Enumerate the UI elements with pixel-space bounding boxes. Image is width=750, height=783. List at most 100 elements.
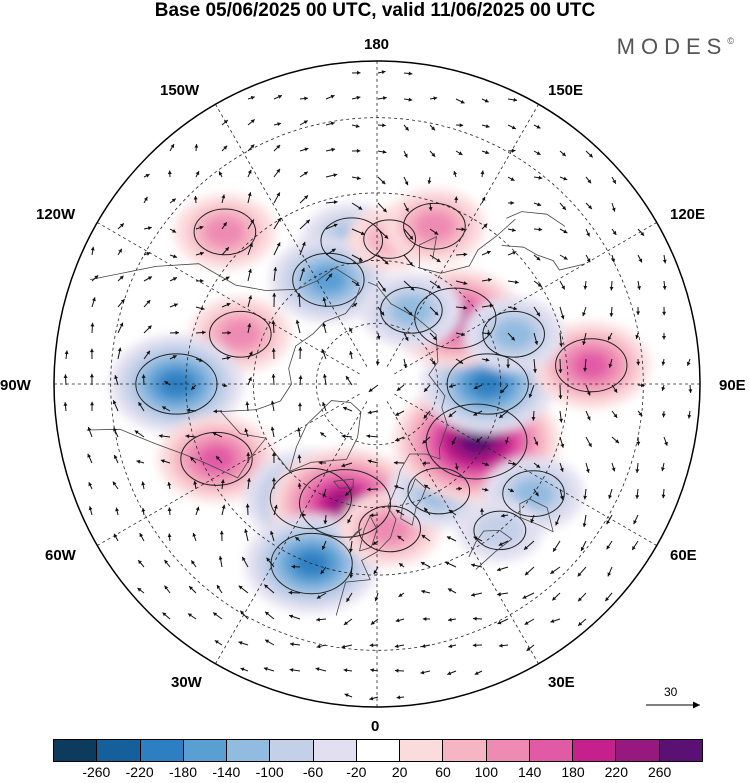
- wind-vector-head: [480, 508, 484, 512]
- wind-vector-head: [662, 259, 667, 264]
- wind-vector-head: [120, 299, 125, 303]
- wind-vector-head: [200, 278, 204, 283]
- wind-vector-head: [463, 305, 468, 310]
- wind-vector-head: [322, 297, 327, 302]
- wind-vector-head: [636, 311, 641, 315]
- coastline-12: [519, 498, 554, 533]
- wind-vector-head: [291, 564, 295, 569]
- colorbar-segment-12: [573, 740, 617, 761]
- wind-vector-head: [227, 330, 231, 335]
- wind-vector-head: [213, 612, 218, 617]
- wind-vector-head: [563, 229, 568, 234]
- wind-vector-head: [585, 468, 590, 473]
- wind-vector-head: [216, 456, 220, 460]
- wind-vector-head: [315, 667, 320, 672]
- colorbar-tick-label: -60: [302, 764, 324, 780]
- wind-vector-head: [113, 427, 117, 432]
- wind-vector-head: [278, 95, 282, 99]
- wind-vector-head: [277, 122, 282, 126]
- wind-vector-head: [170, 144, 174, 148]
- latitude-circle-75: [315, 322, 439, 446]
- wind-vector-head: [356, 95, 361, 100]
- wind-vector-head: [172, 277, 177, 281]
- wind-vector-head: [321, 545, 326, 550]
- colorbar-tick-label: 140: [517, 764, 542, 780]
- wind-vector-head: [447, 671, 452, 675]
- wind-vector-head: [188, 613, 192, 618]
- wind-vector-head: [635, 334, 640, 339]
- wind-vector-head: [172, 229, 177, 233]
- wind-vector-head: [141, 374, 146, 378]
- meridian-150: [386, 104, 539, 367]
- wind-vector-head: [487, 278, 492, 282]
- wind-vector-head: [333, 223, 338, 228]
- wind-vector-head: [524, 545, 528, 550]
- wind-vector-head: [115, 507, 119, 512]
- wind-vector-head: [396, 695, 401, 700]
- wind-vector-head: [301, 267, 305, 272]
- wind-vector-head: [248, 268, 252, 273]
- lon-label-150w: 150W: [160, 82, 200, 99]
- map-title: Base 05/06/2025 00 UTC, valid 11/06/2025…: [154, 0, 596, 21]
- wind-vector-head: [459, 123, 464, 128]
- wind-vector-head: [528, 393, 533, 398]
- wind-vector-head: [499, 414, 504, 418]
- wind-vector-head: [276, 168, 280, 173]
- wind-vector-head: [448, 617, 452, 622]
- wind-vector-head: [343, 621, 348, 625]
- lon-label-30w: 30W: [171, 674, 202, 691]
- wind-vector-head: [221, 194, 226, 199]
- wind-vector-head: [238, 641, 243, 645]
- wind-vector-head: [513, 97, 518, 102]
- wind-vector-head: [171, 198, 176, 203]
- wind-vector-head: [530, 518, 535, 523]
- wind-vector-head: [250, 96, 255, 100]
- wind-vector-head: [537, 283, 542, 287]
- wind-vector-head: [355, 124, 360, 128]
- wind-vector-head: [343, 406, 347, 411]
- wind-vector-head: [288, 590, 293, 595]
- contour-0: [320, 217, 384, 265]
- wind-vector-head: [421, 534, 426, 539]
- wind-vector-head: [353, 303, 357, 307]
- wind-vector-head: [396, 387, 401, 391]
- anomaly-positive-3-band-2: [413, 210, 456, 242]
- wind-vector-head: [534, 492, 539, 497]
- wind-vector-head: [471, 563, 475, 568]
- wind-vector-head: [461, 332, 465, 337]
- wind-vector-head: [88, 506, 93, 511]
- wind-vector-head: [248, 295, 253, 300]
- wind-vector-head: [559, 467, 564, 472]
- lon-label-0: 0: [371, 718, 380, 735]
- wind-vector-head: [613, 413, 618, 418]
- polar-map: [53, 60, 701, 709]
- wind-vector-head: [473, 536, 478, 541]
- wind-vector-head: [500, 389, 505, 394]
- wind-vector-head: [225, 247, 229, 252]
- contour-20: [473, 510, 527, 551]
- wind-vector-head: [357, 70, 361, 75]
- wind-vector-head: [323, 520, 328, 525]
- wind-vector-head: [88, 482, 93, 487]
- wind-vector-head: [382, 208, 387, 213]
- coastline-9: [506, 211, 566, 227]
- wind-vector-head: [448, 413, 453, 418]
- coastline-10: [501, 245, 586, 271]
- wind-vector-head: [611, 207, 616, 212]
- wind-vector-head: [422, 439, 427, 444]
- wind-vector-head: [498, 643, 503, 648]
- wind-vector-head: [403, 364, 408, 368]
- wind-vector-head: [346, 597, 350, 602]
- wind-vector-head: [322, 493, 327, 498]
- wind-vector-head: [583, 285, 588, 290]
- wind-vector-head: [476, 438, 481, 443]
- wind-vector-head: [688, 389, 693, 393]
- contour-4: [193, 208, 257, 256]
- wind-vector-head: [511, 336, 515, 341]
- wind-vector-head: [148, 276, 152, 281]
- wind-vector-head: [582, 341, 586, 345]
- wind-vector-head: [384, 234, 389, 239]
- colorbar-tick-labels: -260 -220 -180 -140 -100 -60 -20 20 60 100 140 180 2…: [0, 764, 750, 782]
- wind-vector-head: [636, 441, 641, 446]
- colorbar-tick-label: 100: [474, 764, 499, 780]
